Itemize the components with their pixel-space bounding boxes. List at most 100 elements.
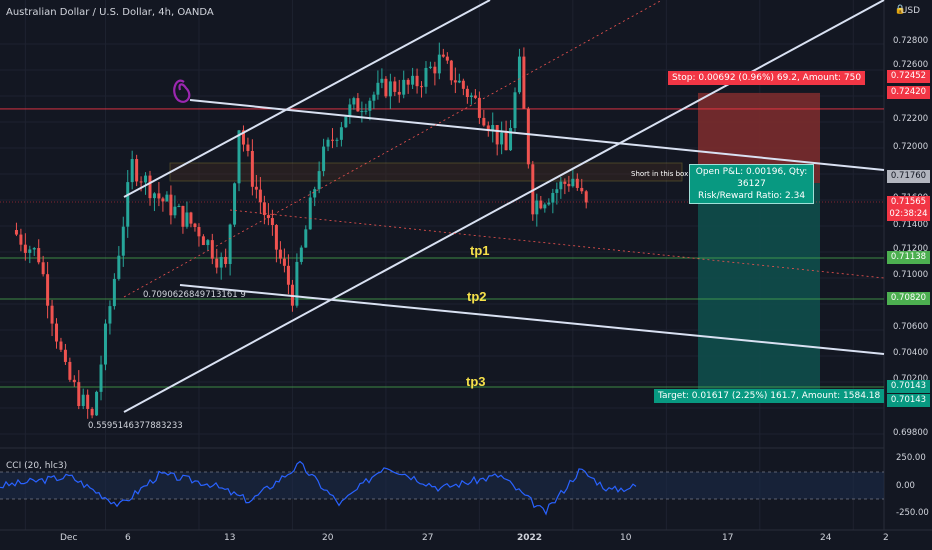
candle-body (95, 391, 99, 416)
candle-body (486, 125, 490, 132)
candle-body (477, 97, 481, 118)
date-tick: 17 (722, 533, 734, 543)
candle-body (46, 274, 50, 306)
tp2-price-badge: 0.70820 (887, 292, 930, 305)
candle-body (567, 183, 571, 187)
cci-tick: 250.00 (896, 453, 926, 463)
candle-body (197, 227, 201, 237)
candle-body (32, 248, 36, 250)
candle-body (228, 224, 232, 265)
currency-label[interactable]: USD (900, 6, 920, 16)
candle-body (402, 79, 406, 95)
candle-body (547, 202, 551, 205)
hand-drawn-mark (173, 79, 191, 103)
candle-body (397, 91, 401, 95)
candles (14, 42, 588, 419)
candle-body (308, 197, 312, 230)
price-tick: 0.71000 (893, 270, 929, 280)
candle-body (161, 198, 165, 202)
position-zones (169, 92, 820, 394)
candle-body (380, 78, 384, 83)
tp3-price-badge: 0.70143 (887, 380, 930, 393)
last-price-badge: 0.71565 (887, 196, 930, 209)
target-price-badge: 0.70143 (887, 394, 930, 407)
candle-body (86, 394, 90, 409)
candle-body (295, 261, 299, 306)
candle-body (286, 265, 290, 285)
risk-reward-label: Risk/Reward Ratio: 2.34 (697, 191, 806, 201)
candle-body (266, 215, 270, 219)
candle-body (304, 229, 308, 248)
candle-body (535, 200, 539, 215)
candle-body (254, 186, 258, 190)
candle-body (376, 82, 380, 95)
candle-body (68, 361, 72, 380)
box-note: Short in this box (631, 170, 689, 178)
candle-body (181, 205, 185, 227)
candle-body (584, 191, 588, 203)
candle-body (165, 194, 169, 202)
pnl-label: Open P&L: 0.00196, Qty: 36127 (695, 167, 808, 189)
price-tick: 0.70200 (893, 374, 929, 384)
candle-body (522, 56, 526, 109)
stop-label[interactable]: Stop: 0.00692 (0.96%) 69.2, Amount: 750 (668, 71, 866, 85)
candle-body (504, 132, 508, 151)
candle-body (282, 258, 286, 266)
short-entry-box (169, 162, 683, 182)
candle-body (90, 408, 94, 416)
candle-body (112, 278, 116, 307)
lower-channel-line (123, 0, 885, 413)
candle-body (157, 193, 161, 199)
candle-body (415, 75, 419, 87)
candle-body (555, 189, 559, 193)
stop-price-badge: 0.72452 (887, 70, 930, 83)
candle-body (317, 171, 321, 190)
candle-body (121, 226, 125, 256)
candle-body (445, 56, 449, 61)
candle-body (299, 247, 303, 262)
candle-body (563, 181, 567, 184)
candle-body (246, 144, 250, 151)
candle-body (173, 206, 177, 216)
candle-body (72, 379, 76, 383)
candle-body (215, 258, 219, 268)
cci-pane (0, 460, 884, 516)
candle-body (152, 193, 156, 199)
candle-body (543, 204, 547, 209)
candle-body (461, 80, 465, 89)
price-tick: 0.71400 (893, 220, 929, 230)
candle-body (368, 100, 372, 111)
date-tick: 2 (883, 533, 889, 543)
candle-body (206, 240, 210, 246)
candle-body (148, 175, 152, 199)
candle-body (513, 92, 517, 129)
horizontal-levels (0, 108, 884, 388)
candle-body (441, 54, 445, 57)
date-tick: 20 (322, 533, 334, 543)
currency-lock-icon[interactable]: 🔒 (894, 5, 906, 15)
candle-body (59, 341, 63, 350)
candle-body (360, 111, 364, 113)
target-label[interactable]: Target: 0.01617 (2.25%) 161.7, Amount: 1… (654, 389, 885, 403)
date-tick: 27 (422, 533, 434, 543)
candle-body (50, 305, 54, 324)
candle-body (469, 95, 473, 98)
candle-body (526, 108, 530, 165)
pnl-box[interactable]: Open P&L: 0.00196, Qty: 36127 Risk/Rewar… (689, 164, 814, 204)
candle-body (224, 256, 228, 265)
cci-band (0, 472, 884, 499)
candle-body (495, 125, 499, 145)
price-tick: 0.69800 (893, 428, 929, 438)
tp3-label: tp3 (466, 374, 486, 389)
support-channel-line (179, 284, 885, 355)
candle-body (491, 125, 495, 132)
price-tick: 0.72200 (893, 114, 929, 124)
cci-indicator-title[interactable]: CCI (20, hlc3) (6, 461, 68, 471)
bar-countdown-badge: 02:38:24 (887, 208, 930, 221)
candle-body (517, 56, 521, 93)
candle-body (322, 146, 326, 172)
candle-body (219, 256, 223, 268)
candle-body (384, 78, 388, 97)
date-tick: 10 (620, 533, 632, 543)
